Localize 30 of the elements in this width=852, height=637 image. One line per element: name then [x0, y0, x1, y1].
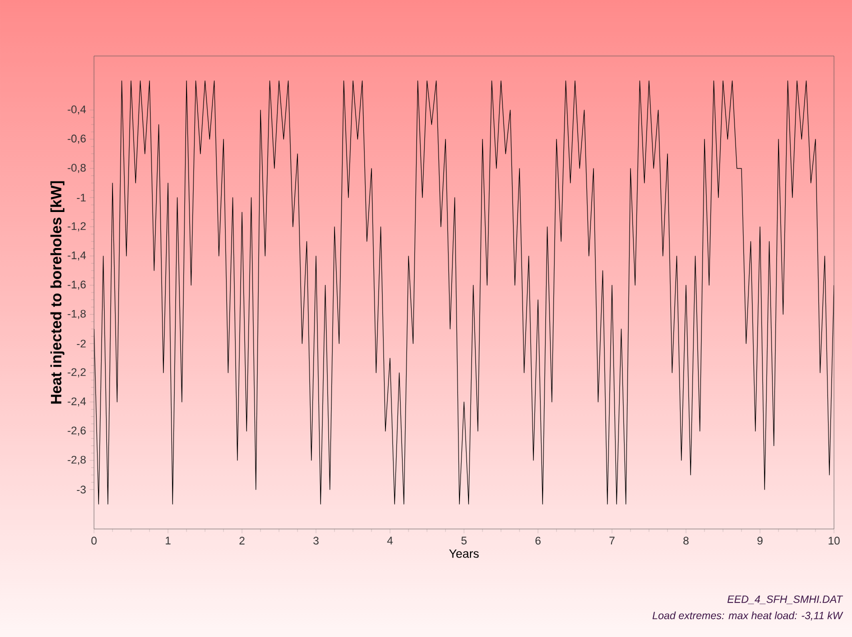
y-axis-title: Heat injected to boreholes [kW] — [50, 181, 64, 404]
y-tick-label: -2,2 — [68, 368, 86, 378]
x-tick-label: 10 — [828, 536, 840, 545]
x-tick-label: 5 — [461, 536, 467, 544]
y-tick-label: -3 — [76, 486, 86, 494]
x-tick-label: 9 — [757, 536, 763, 545]
y-tick-label: -2,6 — [68, 426, 86, 436]
y-tick-label: -1,4 — [68, 252, 86, 260]
y-tick-label: -1,6 — [68, 280, 86, 290]
x-tick-label: 1 — [166, 536, 171, 544]
y-tick-label: -1,2 — [68, 222, 86, 232]
x-tick-label: 2 — [239, 536, 245, 544]
line-series — [94, 80, 834, 504]
text: Load extremes: max heat load: -3,11 kW — [652, 612, 844, 620]
x-tick-label: 4 — [387, 536, 393, 544]
x-tick-label: 6 — [536, 536, 541, 545]
y-tick-label: -2,8 — [68, 456, 86, 465]
y-tick-label: -1 — [76, 194, 86, 202]
y-tick-label: -2,4 — [68, 397, 86, 407]
x-tick-label: 3 — [313, 536, 319, 545]
y-tick-label: -2 — [76, 340, 86, 348]
x-axis-title: Years — [449, 549, 479, 558]
x-tick-label: 8 — [683, 536, 689, 545]
y-tick-label: -0,6 — [68, 134, 86, 144]
x-tick-label: 7 — [610, 536, 615, 544]
x-tick-label: 0 — [91, 536, 97, 545]
y-tick-label: -0,8 — [68, 164, 86, 173]
text: EED_4_SFH_SMHI.DAT — [727, 596, 844, 604]
y-tick-label: -1,8 — [68, 310, 86, 319]
y-tick-label: -0,4 — [68, 105, 86, 115]
